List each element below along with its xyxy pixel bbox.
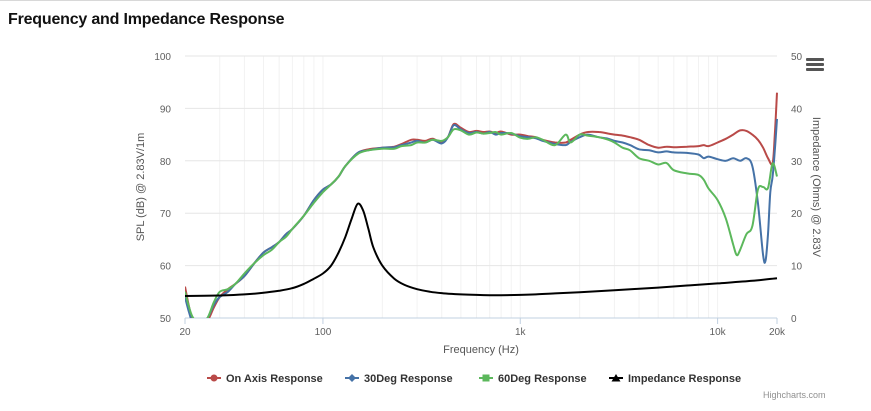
impedance-response-line (185, 202, 778, 297)
60deg-response-line (185, 127, 778, 318)
x-tick-label: 20 (179, 327, 191, 338)
hamburger-menu-icon[interactable] (806, 58, 824, 74)
legend-label: On Axis Response (226, 373, 323, 385)
chart-legend: On Axis Response 30Deg Response 60Deg Resp… (207, 373, 741, 385)
legend-item[interactable]: 30Deg Response (345, 373, 453, 385)
y-tick-label: 60 (160, 262, 172, 273)
x-axis-title: Frequency (Hz) (443, 344, 519, 356)
30deg-response-line (185, 118, 778, 318)
legend-label: 60Deg Response (498, 373, 587, 385)
x-tick-label: 1k (515, 327, 527, 338)
chart-series (185, 92, 778, 318)
y2-tick-label: 50 (791, 52, 803, 63)
top-divider (0, 0, 871, 1)
y2-tick-label: 0 (791, 314, 797, 325)
credits-link[interactable]: Highcharts.com (763, 390, 826, 400)
y2-axis-title: Impedance (Ohms) @ 2.83V (810, 117, 822, 258)
on-axis-response-line (185, 92, 778, 318)
y-tick-label: 80 (160, 157, 172, 168)
x-tick-label: 100 (315, 327, 332, 338)
page-title: Frequency and Impedance Response (8, 11, 285, 28)
y-tick-label: 100 (154, 52, 171, 63)
y2-tick-label: 40 (791, 104, 803, 115)
legend-square-marker (482, 374, 490, 382)
legend-item[interactable]: 60Deg Response (479, 373, 587, 385)
legend-item[interactable]: Impedance Response (609, 373, 741, 385)
x-tick-label: 20k (769, 327, 786, 338)
y2-tick-label: 10 (791, 262, 803, 273)
y-tick-label: 70 (160, 209, 172, 220)
legend-diamond-marker (348, 374, 356, 382)
y2-tick-label: 20 (791, 209, 803, 220)
legend-triangle-marker (611, 374, 621, 382)
chart-labels: Frequency (Hz) SPL (dB) @ 2.83V/1m Imped… (135, 117, 822, 356)
chart-grid (185, 55, 777, 319)
legend-item[interactable]: On Axis Response (207, 373, 323, 385)
y-tick-label: 50 (160, 314, 172, 325)
y2-tick-label: 30 (791, 157, 803, 168)
legend-label: 30Deg Response (364, 373, 453, 385)
chart-axes: 50 60 70 80 90 100 0 10 20 30 40 50 20 100 1k 10k 20k (154, 52, 802, 338)
y-axis-title: SPL (dB) @ 2.83V/1m (135, 133, 147, 242)
y-tick-label: 90 (160, 104, 172, 115)
legend-label: Impedance Response (628, 373, 741, 385)
x-tick-label: 10k (710, 327, 727, 338)
legend-circle-marker (210, 374, 218, 382)
